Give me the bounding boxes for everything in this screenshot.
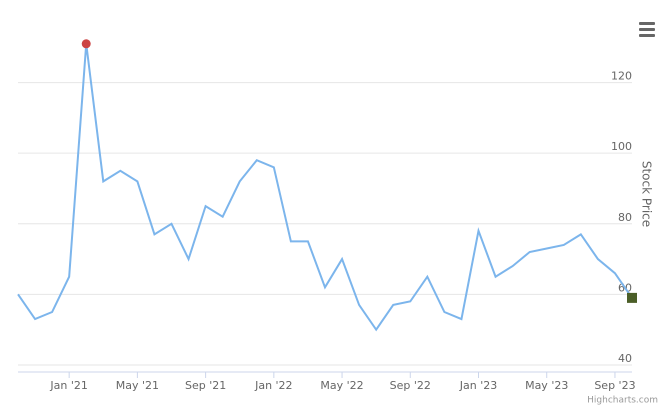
menu-bar	[639, 28, 655, 31]
max-marker	[81, 39, 91, 49]
x-tick-label: Sep '23	[594, 379, 635, 392]
y-tick-label: 120	[611, 70, 632, 83]
credits[interactable]: Highcharts.com	[587, 396, 658, 406]
x-tick-label: Sep '22	[390, 379, 431, 392]
x-tick-label: May '21	[116, 379, 159, 392]
x-tick-label: May '23	[525, 379, 568, 392]
x-tick-label: Jan '23	[459, 379, 497, 392]
y-tick-label: 40	[618, 352, 632, 365]
x-tick-label: Sep '21	[185, 379, 226, 392]
x-tick-label: May '22	[320, 379, 363, 392]
menu-bar	[639, 34, 655, 37]
menu-button[interactable]	[639, 22, 655, 37]
x-tick-label: Jan '21	[49, 379, 87, 392]
y-tick-label: 80	[618, 211, 632, 224]
x-tick-label: Jan '22	[254, 379, 292, 392]
y-axis-title: Stock Price	[640, 161, 654, 227]
y-tick-label: 100	[611, 140, 632, 153]
last-marker	[627, 292, 637, 303]
price-line	[17, 43, 633, 332]
menu-bar	[639, 22, 655, 25]
